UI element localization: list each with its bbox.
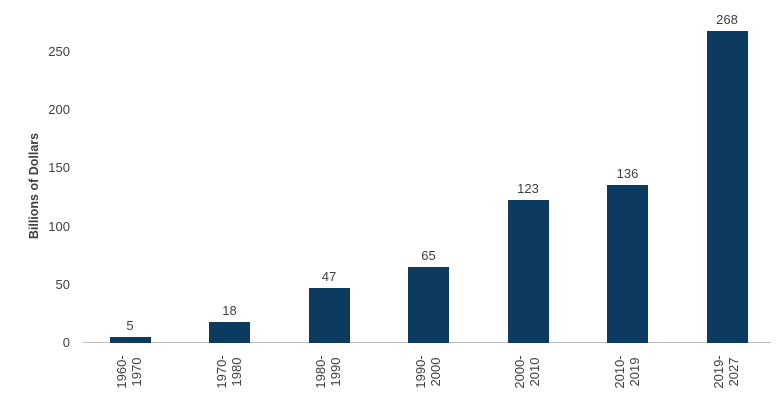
- x-tick-label: 2000- 2010: [512, 355, 542, 389]
- bar: [209, 322, 250, 343]
- y-tick-label: 200: [48, 102, 70, 118]
- x-tick-label: 1970- 1980: [213, 355, 244, 389]
- x-tick-label: 2010- 2019: [611, 355, 642, 389]
- bar-value-label: 268: [716, 12, 738, 28]
- bar-value-label: 65: [421, 248, 436, 264]
- bar: [706, 31, 748, 343]
- bar: [308, 288, 350, 343]
- bar-value-label: 123: [517, 180, 539, 196]
- bar-value-label: 136: [616, 165, 639, 181]
- y-tick-label: 0: [62, 335, 70, 350]
- x-tick-label: 1960- 1970: [114, 355, 144, 389]
- x-tick-label: 1990- 2000: [412, 355, 443, 389]
- bar-value-label: 5: [126, 318, 134, 334]
- x-tick-label: 1980- 1990: [313, 355, 343, 389]
- bar: [607, 184, 648, 343]
- bar-value-label: 18: [222, 303, 237, 319]
- x-tick-label: 2019- 2027: [711, 355, 741, 389]
- bar: [109, 337, 151, 343]
- y-tick-label: 50: [55, 276, 70, 292]
- y-tick-label: 150: [48, 160, 70, 176]
- y-tick-label: 250: [48, 44, 70, 59]
- y-tick-label: 100: [48, 218, 70, 234]
- bar: [408, 267, 449, 343]
- bar: [507, 199, 549, 343]
- bar-value-label: 47: [321, 269, 337, 285]
